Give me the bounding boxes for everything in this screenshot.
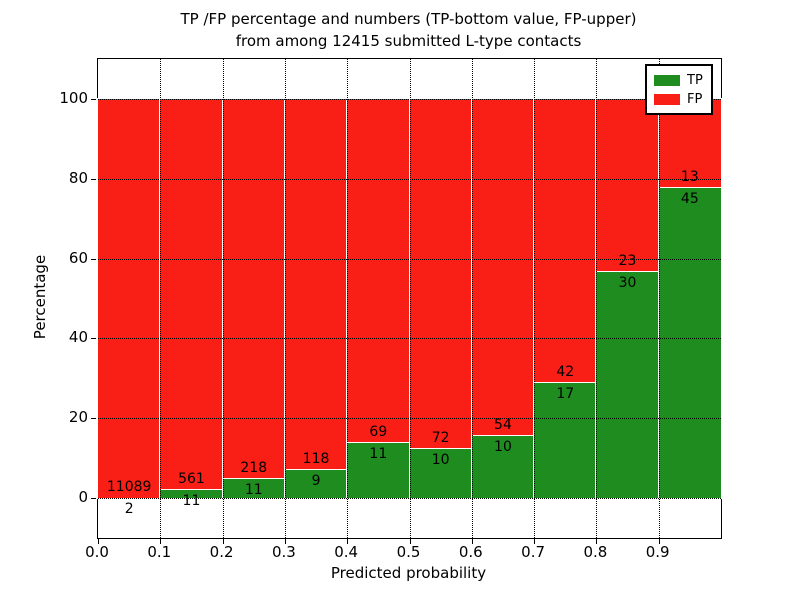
- fp-count-label: 42: [556, 364, 575, 381]
- fp-legend-swatch: [654, 94, 680, 105]
- y-tick-label: 60: [68, 248, 88, 267]
- x-gridline: [409, 59, 411, 538]
- tp-count-label: 11: [182, 493, 201, 510]
- bar-segment-tp: [284, 469, 348, 499]
- x-gridline: [596, 59, 598, 538]
- fp-count-label: 54: [494, 416, 512, 433]
- x-tick-mark: [472, 539, 473, 544]
- tp-count-label: 9: [311, 472, 321, 489]
- y-tick-mark: [91, 338, 96, 339]
- bar-segment-fp: [409, 98, 472, 450]
- x-gridline: [222, 59, 224, 538]
- y-tick-mark: [91, 498, 96, 499]
- x-tick-label: 0.6: [458, 543, 483, 561]
- y-tick-mark: [91, 179, 96, 180]
- bar-segment-tp: [471, 435, 535, 499]
- y-tick-mark: [91, 259, 96, 260]
- legend-item: TP: [654, 71, 704, 90]
- tp-count-label: 11: [244, 481, 263, 498]
- y-tick-mark: [91, 418, 96, 419]
- x-tick-mark: [223, 539, 224, 544]
- x-tick-label: 0.8: [583, 543, 608, 561]
- tp-count-label: 45: [680, 191, 699, 208]
- x-gridline: [471, 59, 473, 538]
- x-tick-label: 0.5: [396, 543, 421, 561]
- tp-count-label: 10: [494, 438, 512, 455]
- chart-title-line2: from among 12415 submitted L-type contac…: [235, 32, 582, 50]
- legend-item-label: TP: [687, 73, 703, 88]
- tp-count-label: 10: [431, 452, 450, 469]
- x-tick-label: 0.7: [521, 543, 546, 561]
- legend: TP FP: [645, 64, 713, 115]
- x-tick-label: 0.4: [334, 543, 359, 561]
- bar-segment-tp: [596, 272, 659, 499]
- fp-count-label: 69: [369, 424, 388, 441]
- y-tick-label: 40: [68, 328, 88, 347]
- bar-segment-fp: [284, 98, 348, 470]
- x-gridline: [284, 59, 286, 538]
- bar-segment-fp: [534, 98, 597, 384]
- y-tick-label: 80: [68, 168, 88, 187]
- x-tick-mark: [410, 539, 411, 544]
- legend-item-label: FP: [687, 92, 703, 107]
- bar-segment-fp: [596, 98, 659, 273]
- x-tick-mark: [659, 539, 660, 544]
- fp-count-label: 13: [680, 169, 699, 186]
- bar-segment-tp: [160, 490, 223, 499]
- x-tick-label: 0.9: [645, 543, 670, 561]
- bar-segment-tp: [658, 188, 721, 499]
- y-tick-mark: [91, 99, 96, 100]
- x-tick-mark: [534, 539, 535, 544]
- bar-segment-tp: [409, 449, 472, 499]
- chart-title-line1: TP /FP percentage and numbers (TP-bottom…: [180, 10, 637, 28]
- x-tick-mark: [98, 539, 99, 544]
- y-tick-label: 0: [78, 488, 88, 507]
- bar-segment-fp: [98, 98, 161, 498]
- bar-segment-tp: [222, 478, 285, 499]
- tp-legend-swatch: [654, 75, 680, 86]
- bar-segment-fp: [160, 98, 223, 491]
- bar-segment-fp: [347, 98, 410, 444]
- x-tick-label: 0.3: [271, 543, 296, 561]
- x-gridline: [658, 59, 660, 538]
- x-tick-label: 0.0: [85, 543, 109, 561]
- x-tick-mark: [160, 539, 161, 544]
- fp-count-label: 72: [431, 430, 450, 447]
- tp-count-label: 17: [556, 386, 575, 403]
- x-gridline: [347, 59, 349, 538]
- x-tick-mark: [596, 539, 597, 544]
- x-tick-mark: [285, 539, 286, 544]
- fp-count-label: 11089: [106, 479, 152, 495]
- x-tick-label: 0.1: [147, 543, 172, 561]
- chart-title: TP /FP percentage and numbers (TP-bottom…: [97, 8, 720, 52]
- x-gridline: [160, 59, 162, 538]
- bar-segment-fp: [471, 98, 535, 436]
- tp-count-label: 2: [124, 501, 134, 517]
- y-tick-label: 100: [59, 88, 88, 107]
- fp-count-label: 118: [302, 450, 330, 467]
- tp-count-label: 30: [618, 275, 637, 292]
- fp-count-label: 23: [618, 253, 637, 270]
- x-gridline: [534, 59, 536, 538]
- y-tick-label: 20: [68, 408, 88, 427]
- fp-count-label: 561: [178, 471, 205, 488]
- x-tick-mark: [347, 539, 348, 544]
- bar-segment-tp: [347, 443, 410, 499]
- plot-area: 11089 2 561 11 218 11 118 9 69 11 72 10 54 10 42 17 23 30…: [91, 58, 722, 544]
- fp-count-label: 218: [240, 459, 268, 476]
- x-tick-label: 0.2: [209, 543, 234, 561]
- tp-count-label: 11: [369, 446, 388, 463]
- legend-item: FP: [654, 90, 704, 109]
- bar-segment-tp: [534, 383, 597, 499]
- x-axis-label: Predicted probability: [330, 564, 487, 582]
- bar-segment-fp: [222, 98, 285, 479]
